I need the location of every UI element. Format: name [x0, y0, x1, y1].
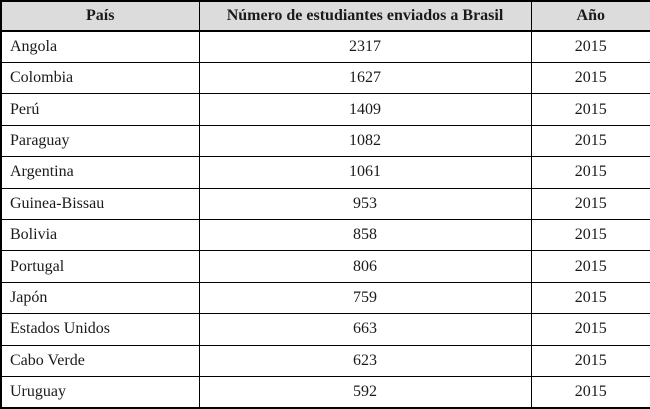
country-cell: Bolivia	[0, 218, 200, 252]
country-cell: Japón	[0, 281, 200, 315]
country-cell: Argentina	[0, 156, 200, 189]
country-cell: Paraguay	[0, 124, 200, 158]
year-cell: 2015	[530, 187, 650, 220]
year-cell: 2015	[530, 156, 650, 189]
header-row: País Número de estudiantes enviados a Br…	[0, 0, 650, 32]
students-cell: 623	[198, 344, 532, 377]
table-row: Cabo Verde 623 2015	[0, 344, 650, 377]
students-cell: 1627	[198, 61, 532, 95]
country-cell: Colombia	[0, 61, 200, 95]
students-cell: 1409	[198, 93, 532, 126]
year-cell: 2015	[530, 93, 650, 126]
table-row: Perú 1409 2015	[0, 93, 650, 126]
table-row: Bolivia 858 2015	[0, 218, 650, 252]
country-cell: Estados Unidos	[0, 313, 200, 346]
table-header: País Número de estudiantes enviados a Br…	[0, 0, 650, 32]
table-row: Japón 759 2015	[0, 281, 650, 315]
column-header-country: País	[0, 0, 200, 32]
country-cell: Cabo Verde	[0, 344, 200, 377]
table-row: Portugal 806 2015	[0, 250, 650, 283]
students-cell: 1061	[198, 156, 532, 189]
country-cell: Uruguay	[0, 375, 200, 409]
year-cell: 2015	[530, 375, 650, 409]
year-cell: 2015	[530, 281, 650, 315]
column-header-students: Número de estudiantes enviados a Brasil	[198, 0, 532, 32]
students-cell: 2317	[198, 30, 532, 63]
table-row: Guinea-Bissau 953 2015	[0, 187, 650, 220]
column-header-year: Año	[530, 0, 650, 32]
year-cell: 2015	[530, 313, 650, 346]
students-cell: 663	[198, 313, 532, 346]
year-cell: 2015	[530, 250, 650, 283]
country-cell: Guinea-Bissau	[0, 187, 200, 220]
year-cell: 2015	[530, 218, 650, 252]
table-row: Colombia 1627 2015	[0, 61, 650, 95]
table-row: Angola 2317 2015	[0, 30, 650, 63]
country-cell: Portugal	[0, 250, 200, 283]
year-cell: 2015	[530, 344, 650, 377]
students-cell: 858	[198, 218, 532, 252]
table-row: Estados Unidos 663 2015	[0, 313, 650, 346]
year-cell: 2015	[530, 61, 650, 95]
students-cell: 953	[198, 187, 532, 220]
table-body: Angola 2317 2015 Colombia 1627 2015 Perú…	[0, 30, 650, 409]
table-row: Argentina 1061 2015	[0, 156, 650, 189]
country-cell: Perú	[0, 93, 200, 126]
year-cell: 2015	[530, 30, 650, 63]
students-cell: 592	[198, 375, 532, 409]
students-cell: 759	[198, 281, 532, 315]
year-cell: 2015	[530, 124, 650, 158]
country-cell: Angola	[0, 30, 200, 63]
students-cell: 1082	[198, 124, 532, 158]
students-cell: 806	[198, 250, 532, 283]
table-row: Paraguay 1082 2015	[0, 124, 650, 158]
table-row: Uruguay 592 2015	[0, 375, 650, 409]
